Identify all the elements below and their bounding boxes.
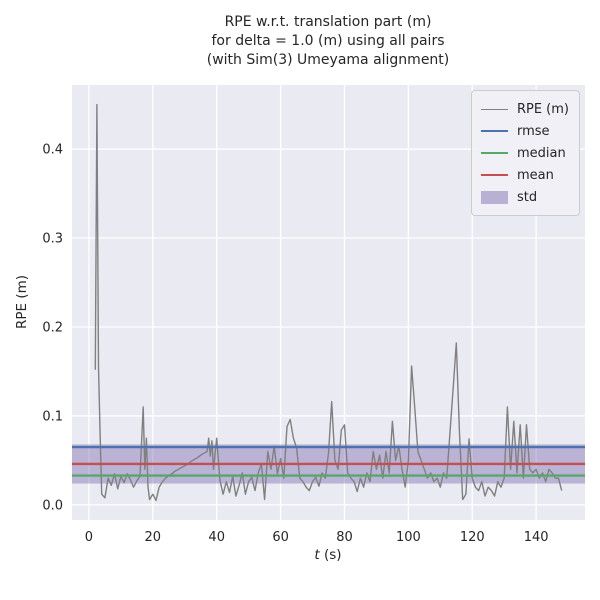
chart-title: RPE w.r.t. translation part (m) for delt… [207,13,450,70]
x-tick-label: 120 [460,530,485,545]
x-axis-label-unit: (s) [319,547,342,563]
legend-item-rpe: RPE (m) [480,98,569,120]
legend: RPE (m) rmse median mean std [470,90,580,216]
legend-item-std: std [480,186,569,208]
legend-label-rpe: RPE (m) [516,101,569,117]
x-axis-label-variable: t [314,547,320,563]
x-axis-label: t (s) [314,547,341,563]
mean-line-swatch [480,174,508,176]
y-tick-label: 0.4 [42,143,63,158]
legend-label-rmse: rmse [516,123,550,139]
legend-label-std: std [516,189,538,205]
rmse-line-swatch [480,130,508,132]
legend-item-mean: mean [480,164,569,186]
y-axis-label: RPE (m) [14,274,30,330]
x-tick-label: 140 [524,530,549,545]
y-tick-label: 0.2 [42,320,63,335]
legend-item-rmse: rmse [480,120,569,142]
rpe-line-swatch [480,108,508,110]
legend-item-median: median [480,142,569,164]
chart-title-line3: (with Sim(3) Umeyama alignment) [206,52,450,68]
x-tick-label: 60 [272,530,289,545]
rpe-series-line [94,103,563,502]
chart-title-line2: for delta = 1.0 (m) using all pairs [211,33,445,49]
y-tick-label: 0.1 [42,409,63,424]
x-tick-label: 40 [208,530,225,545]
x-tick-label: 80 [336,530,353,545]
x-tick-label: 100 [396,530,421,545]
x-tick-label: 20 [145,530,162,545]
chart-title-line1: RPE w.r.t. translation part (m) [224,14,432,30]
median-line-swatch [480,152,508,154]
legend-label-median: median [516,145,566,161]
y-tick-label: 0.3 [42,232,63,247]
std-patch-swatch [480,190,508,204]
y-tick-label: 0.0 [42,498,63,513]
legend-label-mean: mean [516,167,554,183]
x-tick-label: 0 [85,530,93,545]
